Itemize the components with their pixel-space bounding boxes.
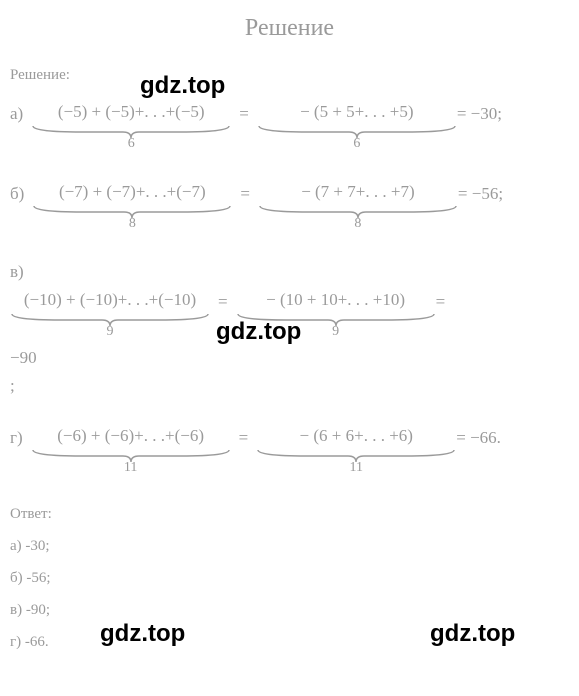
equation-c: в) (−10) + (−10)+. . .+(−10) 9 = − (10 +… (10, 262, 569, 396)
brace-count: 11 (124, 460, 137, 476)
equation-a: а) (−5) + (−5)+. . .+(−5) 6 = − (5 + 5+.… (10, 102, 569, 152)
brace-left: (−7) + (−7)+. . .+(−7) 8 (32, 182, 232, 232)
expr-right: − (6 + 6+. . . +6) (300, 426, 413, 446)
expr-right: − (5 + 5+. . . +5) (300, 102, 413, 122)
brace-left: (−6) + (−6)+. . .+(−6) 11 (31, 426, 231, 476)
page-title: Решение (10, 15, 569, 42)
equation-b: б) (−7) + (−7)+. . .+(−7) 8 = − (7 + 7+.… (10, 182, 569, 232)
expr-left: (−7) + (−7)+. . .+(−7) (59, 182, 206, 202)
equals-sign: = (231, 102, 257, 124)
semicolon: ; (10, 376, 569, 396)
brace-count: 6 (353, 136, 360, 152)
equals-sign: = (210, 290, 236, 312)
result: = −66. (456, 426, 501, 448)
brace-count: 11 (349, 460, 362, 476)
brace-right: − (6 + 6+. . . +6) 11 (256, 426, 456, 476)
answer-label: Ответ: (10, 506, 569, 523)
brace-count: 8 (129, 216, 136, 232)
brace-count: 6 (128, 136, 135, 152)
equation-letter: в) (10, 262, 569, 282)
answer-c: в) -90; (10, 602, 569, 619)
answer-a: а) -30; (10, 538, 569, 555)
final-value: −90 (10, 348, 569, 368)
brace-count: 8 (354, 216, 361, 232)
brace-right: − (7 + 7+. . . +7) 8 (258, 182, 458, 232)
expr-right: − (10 + 10+. . . +10) (266, 290, 405, 310)
result: = −30; (457, 102, 502, 124)
expr-left: (−5) + (−5)+. . .+(−5) (58, 102, 205, 122)
brace-right: − (5 + 5+. . . +5) 6 (257, 102, 457, 152)
result-tail: = (436, 290, 446, 312)
answer-b: б) -56; (10, 570, 569, 587)
expr-left: (−6) + (−6)+. . .+(−6) (57, 426, 204, 446)
equals-sign: = (232, 182, 258, 204)
equation-letter: б) (10, 182, 24, 204)
brace-left: (−10) + (−10)+. . .+(−10) 9 (10, 290, 210, 340)
brace-count: 9 (107, 324, 114, 340)
brace-count: 9 (332, 324, 339, 340)
equation-d: г) (−6) + (−6)+. . .+(−6) 11 = − (6 + 6+… (10, 426, 569, 476)
equation-letter: а) (10, 102, 23, 124)
brace-right: − (10 + 10+. . . +10) 9 (236, 290, 436, 340)
equation-letter: г) (10, 426, 23, 448)
brace-left: (−5) + (−5)+. . .+(−5) 6 (31, 102, 231, 152)
expr-left: (−10) + (−10)+. . .+(−10) (24, 290, 196, 310)
result: = −56; (458, 182, 503, 204)
solution-label: Решение: (10, 67, 569, 84)
answer-d: г) -66. (10, 634, 569, 651)
equals-sign: = (231, 426, 257, 448)
expr-right: − (7 + 7+. . . +7) (301, 182, 414, 202)
